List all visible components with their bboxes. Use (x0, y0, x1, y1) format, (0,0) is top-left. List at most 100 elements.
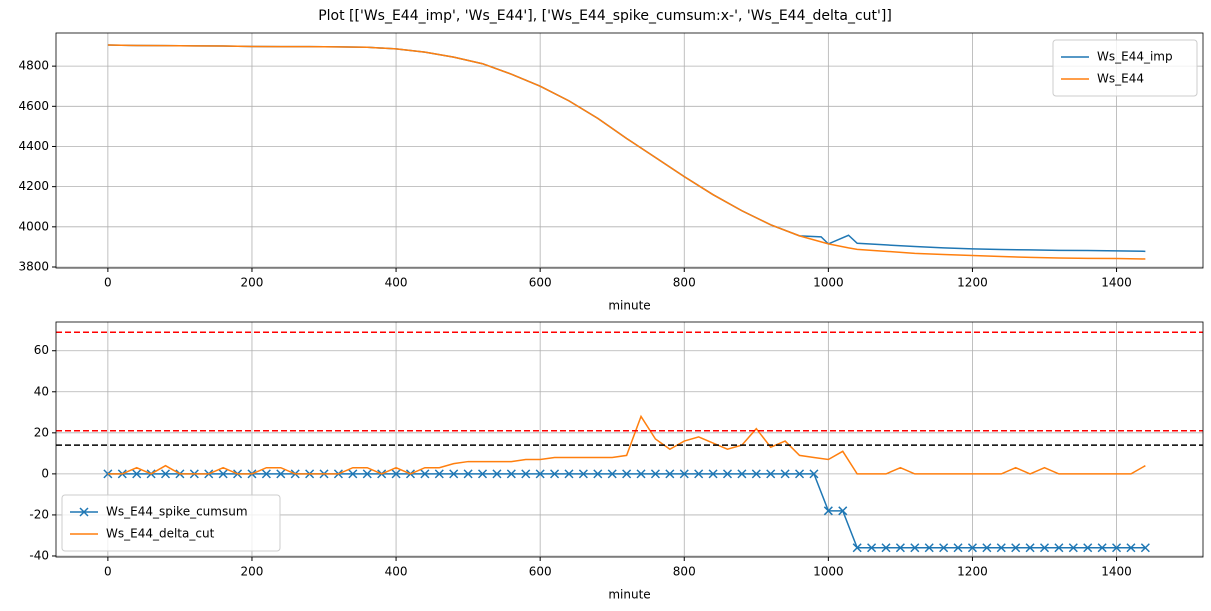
marker (867, 543, 877, 553)
y-tick-label: -40 (29, 548, 49, 562)
marker (1097, 543, 1107, 553)
x-tick-label: 1200 (957, 276, 988, 290)
x-tick-label: 600 (529, 565, 552, 579)
marker (564, 469, 574, 479)
marker (1140, 543, 1150, 553)
marker (679, 469, 689, 479)
marker (492, 469, 502, 479)
x-tick-label: 1000 (813, 276, 844, 290)
marker (622, 469, 632, 479)
x-tick-label: 200 (241, 276, 264, 290)
y-tick-label: 3800 (18, 259, 49, 273)
axes-frame (55, 32, 1204, 269)
y-tick-label: 0 (41, 466, 49, 480)
x-tick-label: 1400 (1101, 276, 1132, 290)
x-axis-label: minute (608, 299, 650, 313)
marker (463, 469, 473, 479)
series-line (107, 414, 1146, 475)
marker (766, 469, 776, 479)
marker (737, 469, 747, 479)
marker (895, 543, 905, 553)
y-tick-label: 20 (34, 425, 49, 439)
y-tick-label: 40 (34, 384, 49, 398)
marker (751, 469, 761, 479)
marker (449, 469, 459, 479)
marker (636, 469, 646, 479)
marker (535, 469, 545, 479)
y-tick-label: 4800 (18, 59, 49, 73)
marker (550, 469, 560, 479)
marker (650, 469, 660, 479)
plot-area (56, 331, 1203, 553)
x-tick-label: 1000 (813, 565, 844, 579)
y-tick-label: 4400 (18, 139, 49, 153)
marker (132, 469, 142, 479)
marker (780, 469, 790, 479)
marker (521, 469, 531, 479)
figure-title: Plot [['Ws_E44_imp', 'Ws_E44'], ['Ws_E44… (318, 8, 892, 24)
marker (1068, 543, 1078, 553)
marker (910, 543, 920, 553)
marker (1054, 543, 1064, 553)
marker (420, 469, 430, 479)
marker (982, 543, 992, 553)
legend-box (1052, 39, 1198, 97)
marker (391, 469, 401, 479)
x-tick-label: 600 (529, 276, 552, 290)
marker (276, 469, 286, 479)
legend-label: Ws_E44 (1097, 72, 1144, 86)
x-tick-label: 800 (673, 276, 696, 290)
x-tick-label: 200 (241, 565, 264, 579)
marker (607, 469, 617, 479)
axes-frame (55, 321, 1204, 558)
marker (708, 469, 718, 479)
marker (218, 469, 228, 479)
legend-label: Ws_E44_spike_cumsum (106, 505, 248, 519)
x-tick-label: 400 (385, 565, 408, 579)
marker (362, 469, 372, 479)
marker (953, 543, 963, 553)
marker (795, 469, 805, 479)
marker (477, 469, 488, 479)
marker (694, 469, 704, 479)
marker (881, 543, 891, 553)
y-tick-label: 4600 (18, 99, 49, 113)
marker (1126, 543, 1136, 553)
legend-marker (79, 507, 89, 517)
x-tick-label: 400 (385, 276, 408, 290)
marker (924, 543, 934, 553)
marker (506, 469, 516, 479)
marker (434, 469, 444, 479)
legend-box (61, 494, 281, 552)
x-tick-label: 800 (673, 565, 696, 579)
series-line (107, 44, 1146, 260)
y-tick-label: 4200 (18, 179, 49, 193)
marker (1025, 543, 1035, 553)
legend-label: Ws_E44_imp (1097, 50, 1173, 64)
x-tick-label: 0 (104, 276, 112, 290)
marker (967, 543, 977, 553)
y-tick-label: -20 (29, 507, 49, 521)
x-tick-label: 1200 (957, 565, 988, 579)
marker (1112, 543, 1122, 553)
series-line (107, 44, 1146, 253)
marker (261, 469, 271, 479)
y-tick-label: 60 (34, 343, 49, 357)
marker (1083, 543, 1093, 553)
y-tick-label: 4000 (18, 219, 49, 233)
x-tick-label: 0 (104, 565, 112, 579)
marker (996, 543, 1006, 553)
marker (593, 469, 603, 479)
x-axis-label: minute (608, 588, 650, 602)
legend-label: Ws_E44_delta_cut (106, 527, 215, 541)
marker (838, 506, 848, 516)
plot-area (107, 44, 1146, 260)
marker (160, 469, 171, 479)
marker (578, 469, 588, 479)
marker (823, 506, 833, 516)
marker (348, 469, 358, 479)
marker (103, 469, 113, 479)
x-tick-label: 1400 (1101, 565, 1132, 579)
marker (939, 543, 949, 553)
